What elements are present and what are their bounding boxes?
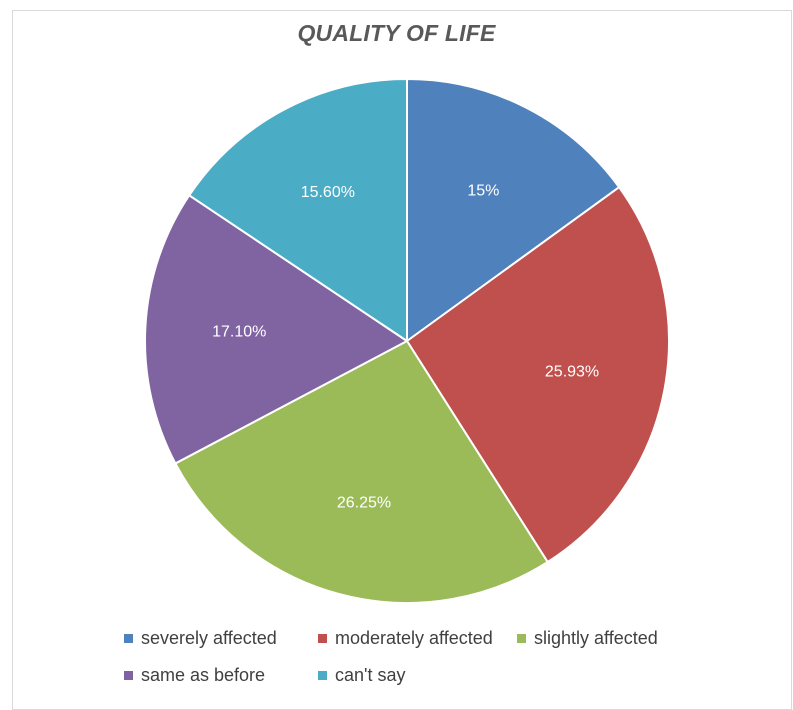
- pie-slices: [144, 78, 670, 604]
- data-label-slightly-affected: 26.25%: [337, 495, 391, 512]
- data-label-can-t-say: 15.60%: [301, 184, 355, 201]
- pie-slice-can-t-say: [188, 78, 408, 342]
- pie-slice-slightly-affected: [174, 340, 549, 604]
- data-label-severely-affected: 15%: [467, 183, 499, 200]
- legend-item-same-as-before: same as before: [124, 665, 265, 686]
- legend-item-slightly-affected: slightly affected: [517, 628, 658, 649]
- data-label-same-as-before: 17.10%: [212, 324, 266, 341]
- pie-data-labels: 15% 25.93% 26.25% 17.10% 15.60%: [212, 183, 599, 512]
- legend-label-severely-affected: severely affected: [141, 628, 277, 648]
- legend-swatch-severely-affected: [124, 634, 133, 643]
- data-label-moderately-affected: 25.93%: [545, 364, 599, 381]
- chart-title: QUALITY OF LIFE: [297, 20, 496, 46]
- legend-swatch-same-as-before: [124, 671, 133, 680]
- legend-label-slightly-affected: slightly affected: [534, 628, 658, 648]
- legend-label-moderately-affected: moderately affected: [335, 628, 493, 648]
- legend-swatch-moderately-affected: [318, 634, 327, 643]
- legend-label-same-as-before: same as before: [141, 665, 266, 685]
- legend-swatch-can-t-say: [318, 671, 327, 680]
- legend-swatch-slightly-affected: [517, 634, 526, 643]
- pie-slice-severely-affected: [406, 78, 621, 342]
- legend-item-moderately-affected: moderately affected: [318, 628, 493, 649]
- legend-label-can-t-say: can't say: [335, 665, 406, 685]
- pie-slice-moderately-affected: [406, 186, 670, 564]
- pie-chart: 15% 25.93% 26.25% 17.10% 15.60%: [144, 78, 670, 604]
- pie-slice-same-as-before: [144, 194, 408, 465]
- legend-item-severely-affected: severely affected: [124, 628, 277, 649]
- legend-item-can-t-say: can't say: [318, 665, 405, 686]
